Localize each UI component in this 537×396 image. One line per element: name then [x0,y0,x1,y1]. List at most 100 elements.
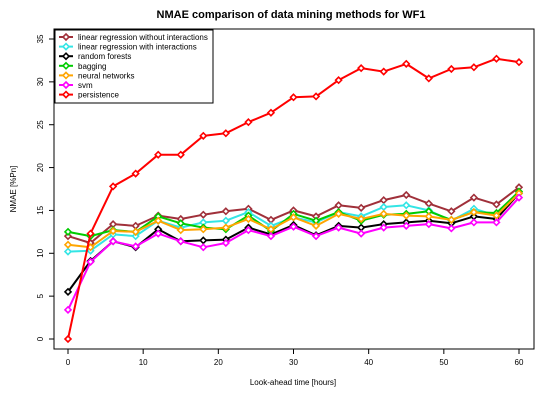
chart-title: NMAE comparison of data mining methods f… [157,9,426,21]
data-point [221,207,230,216]
data-point [63,240,73,249]
data-point [311,232,321,241]
data-point [289,213,298,222]
data-point [334,209,343,218]
data-point [379,223,388,232]
data-point [266,232,276,241]
data-point [469,63,479,72]
data-point [176,219,185,228]
data-point [402,221,411,230]
series-persistence [63,54,524,344]
data-point [266,108,276,117]
legend-item: persistence [59,90,119,100]
data-point [334,223,343,232]
legend-label: neural networks [78,71,134,80]
x-tick-label: 40 [364,358,373,367]
data-point [154,150,163,159]
data-point [199,225,208,234]
data-point [289,93,298,102]
legend-item: neural networks [59,71,134,80]
x-axis-label: Look-ahead time [hours] [250,378,336,387]
data-point [199,236,208,245]
x-tick-label: 0 [66,358,71,367]
legend: linear regression without interactionsli… [54,29,214,104]
data-point [199,210,208,219]
data-point [402,59,411,68]
legend-swatch-marker [61,90,71,99]
data-point [402,201,411,210]
data-point [379,67,388,76]
y-tick-label: 25 [36,120,45,129]
data-point [402,211,411,220]
data-point [199,131,208,140]
legend-label: bagging [78,62,106,71]
data-point [131,242,140,251]
data-point [63,227,73,236]
data-point [63,305,73,314]
data-point [469,208,479,217]
data-point [311,221,321,230]
series-neural-networks [63,189,524,252]
x-tick-label: 60 [515,358,524,367]
data-point [492,218,501,227]
data-point [131,169,140,178]
data-point [447,224,456,233]
data-point [244,118,253,127]
data-point [86,257,95,266]
y-tick-label: 15 [36,205,45,214]
y-tick-label: 5 [36,293,45,298]
data-point [221,216,230,225]
data-point [221,129,230,138]
data-point [244,214,253,224]
data-point [176,226,185,235]
data-point [492,54,501,63]
legend-label: random forests [78,52,131,61]
legend-swatch-marker [61,42,71,51]
data-point [424,74,433,83]
data-point [131,232,140,241]
legend-item: linear regression without interactions [59,32,208,42]
data-point [424,212,433,221]
data-point [447,64,456,74]
legend-item: svm [59,80,93,90]
legend-label: linear regression with interactions [78,43,197,52]
y-axis-label: NMAE [%Pn] [9,166,18,213]
data-point [108,226,118,236]
x-tick-label: 10 [139,358,148,367]
data-point [108,182,118,191]
data-point [469,193,479,202]
data-point [469,218,479,227]
data-point [357,229,366,238]
y-tick-label: 35 [36,34,45,43]
data-point [221,238,230,248]
data-point [63,247,73,256]
x-tick-label: 50 [439,358,448,367]
legend-item: bagging [59,61,106,71]
data-point [379,196,388,205]
legend-label: persistence [78,91,119,100]
data-point [221,223,230,232]
data-point [514,58,524,67]
data-point [86,229,95,238]
data-point [334,76,343,85]
data-point [289,222,298,231]
data-point [447,207,456,216]
data-point [108,237,118,246]
data-point [311,92,321,101]
data-point [424,199,433,208]
data-point [154,229,163,238]
data-point [379,209,388,218]
data-point [357,203,366,212]
legend-swatch-marker [61,52,71,61]
series-svm [63,193,524,314]
legend-swatch-marker [61,61,71,70]
data-point [63,334,73,344]
y-tick-label: 0 [36,336,45,341]
y-tick-label: 20 [36,163,45,172]
data-point [357,64,366,73]
data-point [176,150,185,159]
data-point [402,190,411,200]
data-point [357,214,366,224]
x-tick-label: 30 [289,358,298,367]
